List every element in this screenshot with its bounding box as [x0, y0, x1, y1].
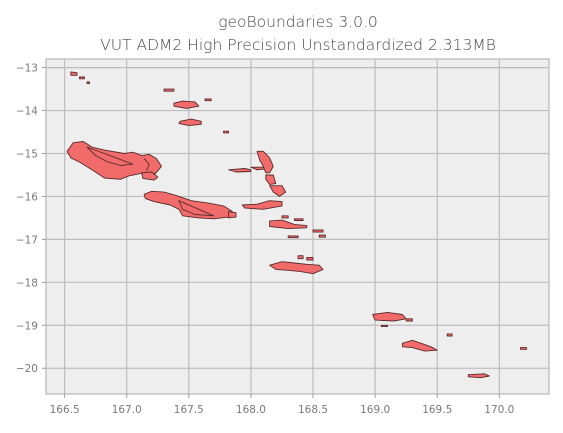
region-polygon [293, 218, 304, 221]
y-tick-label: −14 [16, 106, 38, 118]
region-polygon [173, 100, 200, 109]
y-tick-label: −16 [16, 191, 38, 203]
y-tick-label: −18 [16, 277, 38, 289]
region-polygon [265, 174, 277, 185]
region-polygon [306, 256, 314, 261]
region-polygon [256, 150, 274, 174]
map-title: geoBoundaries 3.0.0 [218, 13, 378, 31]
region-polygon [380, 324, 388, 328]
grid-lines [46, 59, 549, 394]
region-polygon [281, 215, 289, 219]
x-tick-label: 168.5 [298, 404, 328, 416]
region-polygon [178, 200, 215, 217]
x-tick-label: 167.5 [174, 404, 204, 416]
y-tick-label: −19 [16, 320, 38, 332]
x-tick-label: 169.0 [360, 404, 390, 416]
x-tick-label: 166.5 [50, 404, 80, 416]
y-axis-ticks: −13 −14 −15 −16 −17 −18 −19 −20 [16, 63, 46, 375]
x-tick-label: 169.5 [422, 404, 452, 416]
region-polygon [241, 200, 283, 210]
region-polygon [86, 146, 134, 166]
region-polygon [70, 71, 78, 76]
region-polygon [467, 373, 490, 379]
y-tick-label: −15 [16, 148, 38, 160]
region-polygon [405, 318, 413, 322]
map-plot-area: 166.5 167.0 167.5 168.0 168.5 169.0 169.5 170.0… [16, 58, 550, 416]
region-polygon [228, 211, 237, 219]
region-polygon [178, 118, 202, 127]
region-polygon [79, 76, 85, 80]
y-tick-label: −13 [16, 63, 38, 75]
region-polygon [269, 185, 287, 197]
x-tick-label: 167.0 [112, 404, 142, 416]
x-axis-ticks: 166.5 167.0 167.5 168.0 168.5 169.0 169.5 170.0 [50, 394, 514, 416]
region-boundary-line [143, 158, 150, 171]
region-polygon [297, 255, 304, 260]
x-tick-label: 168.0 [236, 404, 266, 416]
region-polygon [312, 229, 324, 233]
region-polygon [519, 347, 528, 350]
x-tick-label: 170.0 [484, 404, 514, 416]
region-polygon [287, 235, 299, 239]
admin-regions [66, 71, 528, 379]
region-polygon [141, 171, 159, 181]
region-polygon [86, 81, 90, 84]
region-polygon [269, 261, 324, 275]
region-polygon [223, 130, 230, 134]
region-polygon [269, 219, 308, 230]
region-polygon [163, 88, 175, 92]
map-subtitle: VUT ADM2 High Precision Unstandardized 2… [100, 36, 496, 54]
region-polygon [204, 98, 212, 102]
region-polygon [228, 168, 252, 173]
y-tick-label: −17 [16, 234, 38, 246]
y-tick-label: −20 [16, 363, 38, 375]
region-polygon [401, 339, 438, 352]
region-polygon [318, 234, 326, 238]
region-polygon [446, 333, 453, 337]
